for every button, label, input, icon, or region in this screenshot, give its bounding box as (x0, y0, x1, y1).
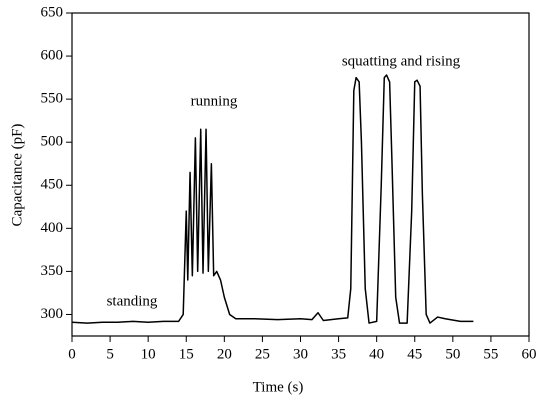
x-tick-label: 20 (217, 346, 232, 362)
y-tick-label: 650 (41, 4, 64, 20)
y-tick-label: 450 (41, 177, 64, 193)
x-tick-label: 5 (106, 346, 114, 362)
y-tick-label: 500 (41, 134, 64, 150)
x-axis-label: Time (s) (253, 379, 304, 395)
y-tick-label: 550 (41, 91, 64, 107)
y-tick-label: 600 (41, 48, 64, 64)
x-tick-label: 30 (293, 346, 308, 362)
x-tick-label: 40 (369, 346, 384, 362)
data-line (71, 74, 474, 324)
x-tick-label: 10 (141, 346, 156, 362)
annotation: squatting and rising (342, 53, 461, 69)
x-tick-label: 60 (522, 346, 537, 362)
annotation: running (191, 93, 238, 109)
y-tick-label: 350 (41, 263, 64, 279)
plot-frame (71, 12, 530, 337)
x-tick-label: 55 (483, 346, 498, 362)
y-tick-label: 400 (41, 220, 64, 236)
x-tick-label: 45 (407, 346, 422, 362)
x-tick-label: 50 (445, 346, 460, 362)
x-tick-label: 25 (255, 346, 270, 362)
x-tick-label: 35 (331, 346, 346, 362)
x-tick-label: 0 (68, 346, 76, 362)
annotation: standing (107, 293, 158, 309)
y-tick-label: 300 (41, 306, 64, 322)
x-tick-label: 15 (179, 346, 194, 362)
y-axis-label: Capacitance (pF) (9, 124, 25, 227)
